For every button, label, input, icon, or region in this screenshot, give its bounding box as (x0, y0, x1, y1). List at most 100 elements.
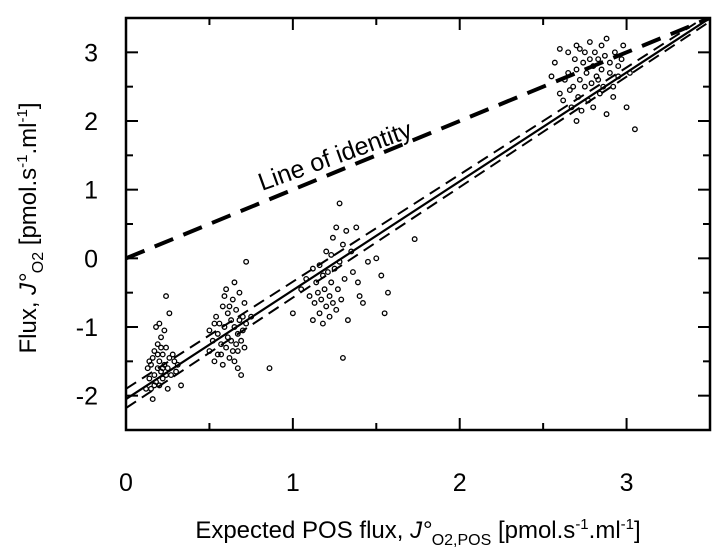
y-tick-label: 3 (84, 39, 98, 67)
data-point (565, 49, 572, 56)
data-point (313, 279, 320, 286)
data-point (171, 358, 178, 365)
data-point (143, 385, 149, 392)
data-point (603, 35, 610, 42)
data-point (585, 97, 592, 104)
data-point (158, 334, 164, 341)
data-point (223, 344, 230, 351)
data-point (353, 224, 360, 231)
data-point (146, 358, 153, 365)
x-tick-label: 2 (453, 469, 467, 497)
x-axis-label: Expected POS flux, J°O2,POS [pmol.s-1.ml… (195, 516, 640, 549)
data-point (154, 351, 161, 358)
data-point (580, 59, 587, 66)
data-point (321, 286, 328, 293)
data-point (219, 303, 226, 310)
y-axis-label-unit-a: [pmol.s (15, 168, 42, 252)
data-point (411, 236, 418, 243)
data-point (149, 396, 156, 403)
y-tick-label: -1 (76, 314, 98, 342)
data-point (561, 76, 568, 83)
data-point (234, 365, 241, 372)
data-point (238, 372, 245, 379)
data-point (164, 385, 171, 392)
data-point (323, 303, 330, 310)
data-point (610, 83, 617, 90)
data-point (603, 111, 610, 118)
data-point (606, 59, 613, 66)
data-point (149, 354, 156, 361)
data-point (229, 348, 236, 354)
data-point (314, 289, 321, 296)
data-point (234, 330, 241, 337)
data-point (236, 317, 243, 324)
data-point (174, 361, 181, 368)
data-point (356, 293, 363, 300)
data-point (163, 372, 169, 379)
data-point (228, 337, 235, 344)
data-point (289, 310, 296, 317)
data-point (573, 66, 580, 73)
data-point (166, 354, 173, 361)
data-point (560, 97, 567, 104)
y-axis-label-subscript: O2 (30, 252, 47, 273)
data-point (339, 241, 346, 248)
y-tick-label: 2 (84, 108, 98, 136)
y-axis-label-sup-a: -1 (14, 155, 31, 168)
data-point (151, 372, 158, 379)
data-point (581, 83, 588, 90)
data-point (298, 286, 305, 293)
data-point (339, 354, 346, 361)
x-tick-label: 0 (119, 469, 133, 497)
x-axis-label-sup-b: -1 (621, 516, 634, 533)
data-point (364, 258, 371, 265)
data-point (336, 258, 343, 265)
x-axis-label-symbol: J° (409, 517, 432, 544)
data-point (241, 344, 248, 351)
data-point (266, 365, 273, 372)
data-point (331, 265, 338, 272)
y-tick-label: -2 (76, 383, 98, 411)
data-point (206, 327, 213, 334)
data-point (158, 344, 164, 351)
data-point (573, 118, 580, 124)
x-axis-label-unit-a: [pmol.s (491, 517, 575, 544)
x-tick-label: 1 (286, 469, 300, 497)
data-point (216, 320, 223, 327)
data-point (333, 306, 340, 313)
data-point (243, 320, 250, 327)
y-axis-label-symbol: J° (15, 273, 42, 296)
data-point (588, 80, 595, 87)
data-point (168, 372, 175, 379)
y-axis-label-main: Flux, (15, 295, 42, 354)
data-point (326, 313, 333, 320)
data-point (343, 227, 350, 234)
data-point (611, 49, 618, 56)
data-point (153, 324, 159, 330)
data-point (576, 76, 583, 83)
confidence-lower-line (126, 20, 710, 409)
data-point (595, 76, 602, 83)
data-point (243, 258, 250, 265)
data-point (218, 341, 225, 348)
data-point (309, 317, 316, 324)
data-point (159, 375, 166, 382)
data-point (565, 69, 572, 76)
data-point (333, 224, 340, 231)
data-point (319, 320, 326, 327)
data-point (234, 348, 241, 354)
data-point (556, 90, 563, 97)
data-point (341, 275, 348, 282)
data-point (206, 348, 213, 354)
data-point (154, 341, 161, 348)
data-point (329, 234, 336, 241)
data-point (551, 59, 558, 66)
data-point (156, 320, 163, 327)
data-point (224, 334, 231, 341)
data-point (221, 293, 228, 300)
x-tick-label: 3 (620, 469, 634, 497)
data-point (578, 107, 585, 114)
data-point (548, 73, 555, 80)
data-point (615, 73, 622, 80)
data-point (626, 69, 633, 76)
